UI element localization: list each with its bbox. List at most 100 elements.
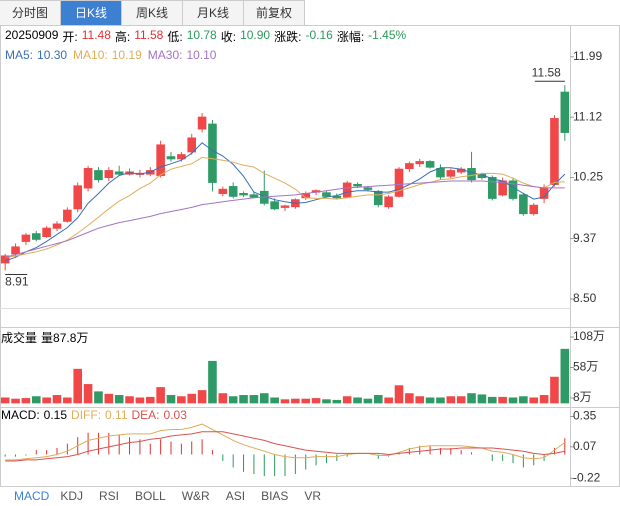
- volume-bar: [373, 395, 383, 404]
- info-label: 低:: [167, 30, 183, 44]
- info-label: 高:: [114, 30, 131, 44]
- ma-legend: MA5: 10.30 MA10: 10.19 MA30: 10.10: [5, 48, 218, 62]
- indicator-tabs: MACD KDJ RSI BOLL W&R ASI BIAS VR: [0, 487, 333, 506]
- info-label: 收:: [220, 30, 237, 44]
- volume-bar: [73, 368, 83, 404]
- indicator-tab[interactable]: BIAS: [261, 489, 289, 503]
- candle-body: [529, 204, 539, 215]
- volume-bar: [550, 376, 559, 404]
- volume-bar: [145, 396, 155, 404]
- y-tick-label: 11.12: [573, 109, 602, 123]
- candle-body: [63, 209, 72, 222]
- info-label: 涨幅:: [336, 30, 365, 44]
- y-tick-label: 108万: [573, 329, 605, 343]
- volume-bar: [519, 396, 528, 404]
- volume-bar: [415, 396, 425, 404]
- volume-bar: [249, 395, 259, 404]
- candle-body: [228, 186, 238, 197]
- volume-bar: [228, 396, 238, 404]
- candle-body: [373, 190, 383, 206]
- volume-bar: [322, 399, 331, 404]
- volume-bar: [218, 393, 228, 404]
- indicator-tab[interactable]: RSI: [99, 489, 120, 503]
- volume-bar: [259, 393, 269, 404]
- volume-bar: [52, 395, 62, 404]
- volume-bar: [83, 384, 93, 404]
- candle-body: [487, 177, 497, 199]
- low-annotation: 8.91: [5, 275, 29, 289]
- candle-body: [467, 168, 476, 181]
- volume-bar: [405, 393, 414, 404]
- candle-body: [197, 116, 207, 130]
- legend-value: 10.10: [186, 48, 217, 62]
- candle-body: [42, 227, 51, 238]
- high-annotation: 11.58: [532, 65, 561, 79]
- volume-bar: [197, 390, 207, 404]
- legend-value: 0.03: [163, 408, 187, 422]
- candle-body: [550, 118, 559, 185]
- volume-bar: [21, 398, 31, 404]
- volume-bar: [363, 398, 373, 404]
- volume-bar: [187, 393, 197, 404]
- candle-body: [560, 91, 570, 133]
- candle-body: [436, 168, 445, 178]
- indicator-tab[interactable]: BOLL: [135, 489, 166, 503]
- volume-bar: [31, 396, 41, 404]
- indicator-tab[interactable]: ASI: [225, 489, 246, 503]
- volume-bar: [125, 396, 134, 404]
- tab[interactable]: 前复权: [244, 0, 305, 26]
- tab[interactable]: 月K线: [183, 0, 244, 26]
- date: 20250909: [5, 28, 59, 42]
- indicator-tab[interactable]: MACD: [14, 489, 50, 503]
- volume-bar: [477, 394, 487, 404]
- legend-value: 0.11: [105, 408, 128, 422]
- info-value: 10.90: [240, 28, 271, 42]
- indicator-tab[interactable]: VR: [304, 489, 322, 503]
- indicator-line: [5, 423, 566, 461]
- indicator-tab[interactable]: W&R: [181, 489, 210, 503]
- volume-legend: 成交量 量87.8万: [1, 329, 88, 346]
- tab[interactable]: 分时图: [0, 0, 61, 26]
- info-value: 11.48: [81, 28, 111, 42]
- candle-body: [415, 161, 425, 165]
- y-tick-label: 0.07: [573, 439, 597, 453]
- candle-body: [156, 144, 165, 176]
- candle-body: [342, 182, 352, 198]
- legend-name: DEA:: [131, 408, 160, 422]
- volume-bar: [467, 393, 476, 404]
- indicator-tab[interactable]: KDJ: [60, 489, 84, 503]
- tab[interactable]: 日K线: [61, 0, 122, 26]
- candle-body: [519, 194, 528, 215]
- indicator-line: [5, 156, 565, 258]
- volume-bar: [446, 396, 456, 404]
- volume-bar: [42, 397, 51, 404]
- candle-body: [353, 183, 362, 187]
- volume-bar: [0, 397, 10, 404]
- volume-bar: [177, 396, 186, 404]
- volume-bar: [63, 397, 72, 404]
- legend-name: MA10:: [73, 48, 108, 62]
- volume-bar: [114, 395, 124, 404]
- info-label: 开:: [62, 30, 78, 44]
- candle-body: [187, 137, 197, 153]
- candle-body: [322, 192, 331, 197]
- candle-body: [94, 170, 103, 181]
- candle-body: [446, 170, 456, 177]
- candle-body: [52, 223, 62, 229]
- candle-body: [177, 154, 186, 160]
- volume-bar: [560, 348, 570, 404]
- volume-bar: [529, 397, 539, 404]
- candle-body: [208, 123, 217, 183]
- macd-legend: MACD: 0.15 DIFF: 0.11 DEA: 0.03: [1, 408, 187, 422]
- y-tick-label: 58万: [573, 360, 598, 374]
- volume-bar: [135, 397, 145, 404]
- volume-bar: [384, 397, 393, 404]
- volume-bar: [508, 397, 518, 404]
- period-tabs: 分时图 日K线 周K线 月K线 前复权: [0, 0, 305, 26]
- legend-value: 0.15: [43, 408, 68, 422]
- tab[interactable]: 周K线: [122, 0, 183, 26]
- y-tick-label: -0.22: [573, 470, 601, 484]
- volume-bar: [425, 397, 435, 404]
- volume-bar: [301, 398, 311, 404]
